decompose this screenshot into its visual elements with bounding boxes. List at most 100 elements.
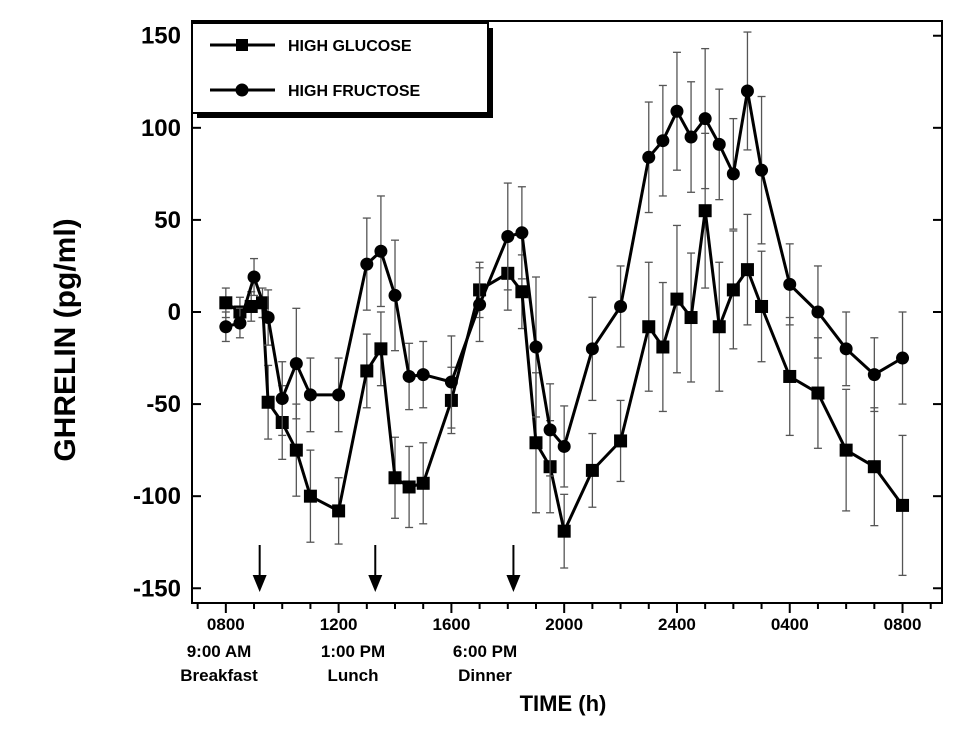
y-tick-label: -50 [146,391,181,418]
data-point-square [360,364,374,378]
data-point-circle [388,288,402,302]
x-tick-label: 2400 [658,615,696,634]
data-point-circle [867,368,881,382]
meal-name-label: Breakfast [180,666,258,685]
data-point-circle [360,257,374,271]
data-point-circle [740,84,754,98]
data-point-circle [712,137,726,151]
data-point-circle [402,369,416,383]
data-point-square [740,263,754,277]
y-tick-label: -150 [133,575,181,602]
data-point-square [585,463,599,477]
data-point-circle [275,392,289,406]
data-point-circle [783,277,797,291]
data-point-square [529,436,543,450]
data-point-circle [684,130,698,144]
meal-arrow-head [368,575,383,592]
meal-time-label: 6:00 PM [453,642,517,661]
data-point-square [783,369,797,383]
legend-label-fructose: HIGH FRUCTOSE [288,83,420,100]
data-point-circle [670,104,684,118]
y-tick-label: -100 [133,483,181,510]
data-point-square [557,524,571,538]
data-point-circle [416,368,430,382]
x-axis-label: TIME (h) [520,691,607,716]
data-point-square [374,342,388,356]
data-point-circle [811,305,825,319]
data-point-square [332,504,346,518]
data-point-circle [289,357,303,371]
data-point-square [388,471,402,485]
data-point-circle [698,112,712,126]
x-tick-label: 0800 [207,615,245,634]
data-point-circle [501,229,515,243]
y-tick-label: 50 [154,207,181,234]
data-point-circle [755,163,769,177]
data-point-square [416,476,430,490]
data-point-square [303,489,317,503]
data-point-square [839,443,853,457]
data-point-square [684,311,698,325]
data-point-square [896,498,910,512]
data-point-square [219,296,233,310]
meal-time-label: 9:00 AM [187,642,252,661]
x-tick-label: 0400 [771,615,809,634]
x-tick-label: 2000 [545,615,583,634]
data-point-square [726,283,740,297]
data-point-circle [839,342,853,356]
data-point-square [642,320,656,334]
legend: HIGH GLUCOSE HIGH FRUCTOSE [191,22,493,118]
x-tick-label: 1600 [432,615,470,634]
data-point-square [656,340,670,354]
data-point-square [515,285,529,299]
legend-square-marker [236,39,248,51]
y-tick-label: 150 [141,23,181,50]
data-point-square [402,480,416,494]
x-tick-label: 1200 [320,615,358,634]
data-point-square [289,443,303,457]
series-high-glucose [219,132,910,577]
series-line [225,89,904,448]
legend-entry-fructose: HIGH FRUCTOSE [210,83,420,100]
data-point-circle [726,167,740,181]
y-tick-label: 0 [168,299,181,326]
data-point-circle [444,375,458,389]
data-point-circle [515,226,529,240]
data-point-circle [656,134,670,148]
data-point-circle [557,439,571,453]
data-point-circle [247,270,261,284]
series-high-fructose [219,31,910,488]
y-axis-label: GHRELIN (pg/ml) [49,218,82,461]
meal-name-label: Dinner [458,666,512,685]
data-point-circle [585,342,599,356]
data-point-circle [473,298,487,312]
data-point-square [244,299,258,313]
data-point-square [698,204,712,218]
legend-box [191,22,489,114]
data-point-square [755,299,769,313]
legend-label-glucose: HIGH GLUCOSE [288,38,412,55]
data-point-square [261,395,275,409]
data-point-circle [233,316,247,330]
legend-circle-marker [235,83,249,97]
meal-name-label: Lunch [328,666,379,685]
data-point-circle [219,320,233,334]
data-point-circle [374,244,388,258]
data-point-circle [261,311,275,325]
data-point-circle [896,351,910,365]
data-point-square [867,460,881,474]
x-tick-label: 0800 [884,615,922,634]
data-point-circle [332,388,346,402]
data-point-circle [614,299,628,313]
legend-entry-glucose: HIGH GLUCOSE [210,38,412,55]
y-tick-label: 100 [141,115,181,142]
meal-arrow-head [252,575,267,592]
data-point-square [670,292,684,306]
data-point-circle [543,423,557,437]
data-point-square [614,434,628,448]
data-point-square [712,320,726,334]
data-point-circle [642,150,656,164]
data-point-circle [303,388,317,402]
data-point-square [811,386,825,400]
